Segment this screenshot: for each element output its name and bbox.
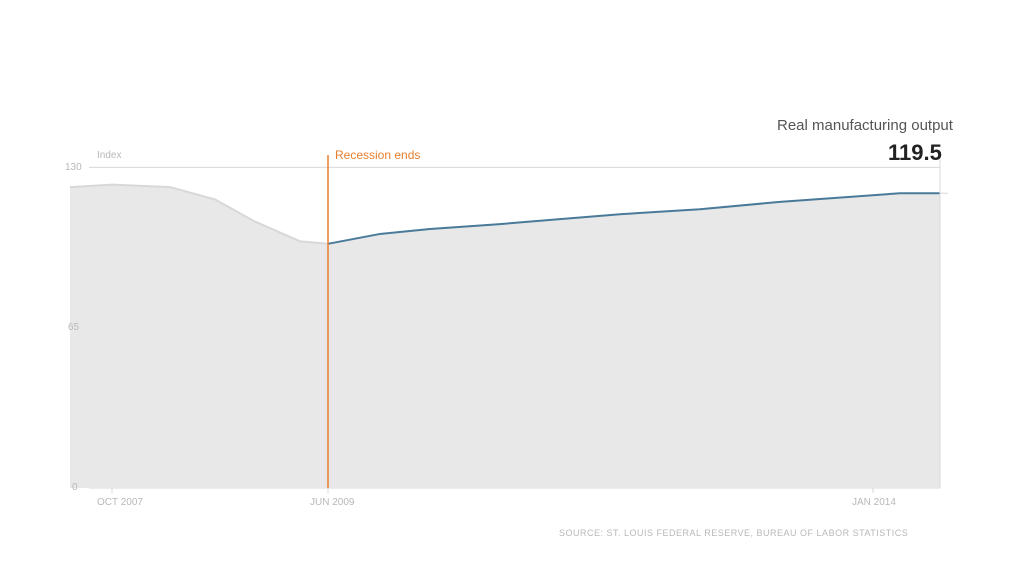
chart-svg: [0, 0, 1024, 576]
y-tick-0: 0: [72, 482, 78, 493]
value-callout: 119.5: [888, 140, 942, 166]
x-tick-2: JAN 2014: [852, 497, 896, 508]
x-tick-0: OCT 2007: [97, 497, 143, 508]
y-tick-65: 65: [68, 322, 79, 333]
source-label: SOURCE: ST. LOUIS FEDERAL RESERVE, BUREA…: [559, 528, 908, 538]
series-title: Real manufacturing output: [777, 117, 953, 134]
x-tick-1: JUN 2009: [310, 497, 354, 508]
event-label: Recession ends: [335, 148, 420, 162]
chart-container: 0 65 130 Index OCT 2007 JUN 2009 JAN 201…: [0, 0, 1024, 576]
y-tick-130: 130: [65, 162, 82, 173]
index-label: Index: [97, 150, 121, 161]
